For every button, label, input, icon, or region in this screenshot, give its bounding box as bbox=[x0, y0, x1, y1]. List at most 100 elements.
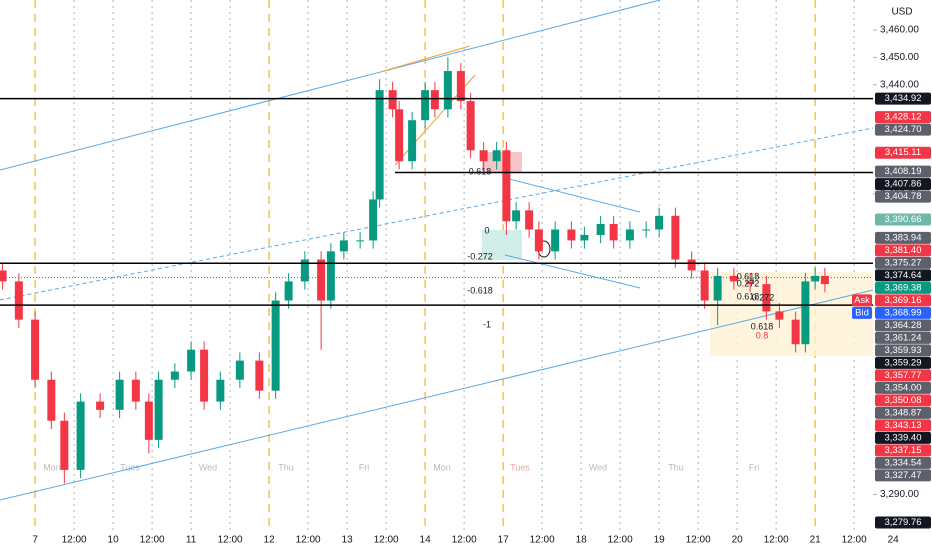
price-tag-badge-label: Ask bbox=[854, 295, 870, 306]
candle-body bbox=[443, 71, 452, 110]
price-tag-label: 3,390.66 bbox=[885, 214, 922, 225]
price-tag-badge-label: Bid bbox=[855, 307, 869, 318]
price-tag-badge bbox=[852, 306, 872, 319]
candle-body bbox=[775, 311, 784, 320]
flag-line bbox=[504, 177, 641, 213]
candle-body bbox=[534, 229, 543, 252]
session-label: Fri bbox=[359, 462, 370, 472]
candle-body bbox=[671, 215, 680, 260]
candle-body bbox=[408, 120, 417, 162]
candle-body bbox=[14, 281, 23, 320]
candle-body bbox=[284, 281, 293, 301]
price-tag-label: 3,364.28 bbox=[885, 320, 922, 331]
candle-body bbox=[96, 401, 105, 410]
candles bbox=[0, 57, 829, 484]
price-tag-label: 3,415.11 bbox=[885, 147, 921, 158]
price-tag-label: 3,334.54 bbox=[885, 457, 922, 468]
price-tag bbox=[875, 165, 931, 178]
candle-body bbox=[170, 371, 179, 380]
y-tick-label: 3,460.00 bbox=[880, 25, 919, 36]
x-tick-label: 12:00 bbox=[140, 535, 165, 546]
risk-box bbox=[482, 152, 522, 172]
price-tag bbox=[875, 231, 931, 244]
price-tag bbox=[875, 444, 931, 457]
channel-line bbox=[0, 0, 661, 171]
fib-label: 0.272 bbox=[737, 278, 760, 288]
fib-label: 0.618 bbox=[469, 166, 492, 176]
candle-body bbox=[235, 360, 244, 380]
candle-body bbox=[525, 210, 534, 230]
candle-body bbox=[339, 240, 348, 252]
price-tag-label: 3,407.86 bbox=[885, 179, 922, 190]
price-tag bbox=[875, 256, 931, 269]
session-label: Mon bbox=[43, 462, 61, 472]
price-tag bbox=[875, 190, 931, 203]
candle-body bbox=[762, 284, 771, 312]
drawings bbox=[0, 0, 874, 501]
session-label: Thu bbox=[668, 462, 684, 472]
candle-body bbox=[356, 240, 365, 242]
candle-body bbox=[216, 379, 225, 402]
candle-body bbox=[625, 229, 634, 241]
y-tick-label: 3,450.00 bbox=[880, 52, 919, 63]
price-tag-label: 3,327.47 bbox=[885, 470, 922, 481]
session-label: Wed bbox=[589, 462, 607, 472]
price-tag bbox=[875, 456, 931, 469]
price-scale-labels: 3,460.003,450.003,440.003,400.003,290.00… bbox=[852, 25, 931, 529]
price-tag-label: 3,357.77 bbox=[885, 370, 922, 381]
x-tick-label: 13 bbox=[342, 535, 354, 546]
price-tag-label: 3,279.76 bbox=[885, 517, 922, 528]
price-tag-label: 3,381.40 bbox=[885, 245, 922, 256]
candle-body bbox=[47, 379, 56, 421]
x-tick-label: 12:00 bbox=[296, 535, 321, 546]
candle-body bbox=[369, 199, 378, 241]
grid: Mon Tues Wed Thu Fri Mon Tues Wed Thu Fri bbox=[34, 0, 855, 530]
fib-label: 0 bbox=[484, 225, 489, 235]
price-tag-badge bbox=[852, 294, 872, 307]
price-tag-label: 3,337.15 bbox=[885, 445, 922, 456]
candle-body bbox=[801, 281, 810, 345]
price-tag bbox=[875, 123, 931, 136]
session-label: Tues bbox=[120, 462, 140, 472]
price-tag bbox=[875, 431, 931, 444]
price-tag bbox=[875, 213, 931, 226]
candle-body bbox=[76, 401, 85, 470]
price-tag-label: 3,359.29 bbox=[885, 357, 922, 368]
x-tick-label: 12:00 bbox=[608, 535, 633, 546]
price-tag bbox=[875, 331, 931, 344]
price-tag bbox=[875, 269, 931, 282]
x-tick-label: 12:00 bbox=[62, 535, 87, 546]
candle-body bbox=[820, 275, 829, 285]
x-tick-label: 12:00 bbox=[530, 535, 555, 546]
candle-body bbox=[811, 275, 820, 282]
candle-body bbox=[791, 319, 800, 345]
candle-body bbox=[580, 234, 589, 241]
currency-label: USD bbox=[891, 7, 912, 18]
candle-body bbox=[154, 379, 163, 440]
price-tag bbox=[875, 294, 931, 307]
x-tick-label: 7 bbox=[32, 535, 38, 546]
flag-line bbox=[504, 254, 641, 289]
session-label: Wed bbox=[199, 462, 217, 472]
price-tag-label: 3,404.78 bbox=[885, 191, 922, 202]
price-tag bbox=[875, 178, 931, 191]
candle-body bbox=[255, 360, 264, 391]
price-tag-label: 3,350.08 bbox=[885, 395, 922, 406]
candle-body bbox=[466, 101, 475, 151]
candle-body bbox=[326, 251, 335, 301]
x-tick-label: 17 bbox=[498, 535, 510, 546]
x-tick-label: 12:00 bbox=[686, 535, 711, 546]
reward-box bbox=[482, 230, 522, 260]
y-tick-label: 3,440.00 bbox=[880, 79, 919, 90]
wedge-line bbox=[379, 45, 471, 73]
fib-label: 0.618 bbox=[737, 271, 760, 281]
price-tag-label: 3,434.92 bbox=[885, 93, 922, 104]
candle-body bbox=[502, 150, 511, 222]
price-tag bbox=[875, 111, 931, 124]
price-tag-label: 3,428.12 bbox=[885, 112, 922, 123]
price-tag-label: 3,354.00 bbox=[885, 382, 922, 393]
range-box bbox=[710, 272, 873, 356]
x-tick-label: 14 bbox=[420, 535, 432, 546]
price-tag bbox=[875, 469, 931, 482]
